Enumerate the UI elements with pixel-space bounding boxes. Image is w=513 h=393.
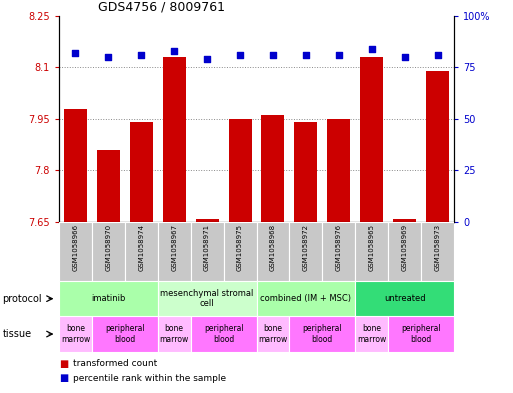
Text: ■: ■ — [59, 373, 68, 384]
Bar — [294, 122, 318, 222]
Point — [334, 52, 343, 58]
Bar — [224, 222, 256, 281]
Bar — [426, 71, 449, 222]
Bar — [355, 281, 454, 316]
Bar — [289, 222, 322, 281]
Bar — [64, 108, 87, 222]
Bar — [97, 150, 120, 222]
Text: bone
marrow: bone marrow — [61, 324, 90, 344]
Bar — [130, 122, 153, 222]
Text: combined (IM + MSC): combined (IM + MSC) — [261, 294, 351, 303]
Bar — [256, 222, 289, 281]
Bar — [388, 222, 421, 281]
Bar — [125, 222, 158, 281]
Bar — [59, 281, 158, 316]
Bar — [322, 222, 355, 281]
Point — [368, 46, 376, 52]
Bar — [92, 222, 125, 281]
Point — [170, 48, 179, 54]
Text: mesenchymal stromal
cell: mesenchymal stromal cell — [161, 289, 254, 309]
Bar — [158, 222, 191, 281]
Text: transformed count: transformed count — [73, 359, 157, 368]
Text: peripheral
blood: peripheral blood — [105, 324, 145, 344]
Point — [433, 52, 442, 58]
Text: GSM1058974: GSM1058974 — [139, 224, 144, 271]
Text: GSM1058970: GSM1058970 — [105, 224, 111, 271]
Point — [71, 50, 80, 56]
Text: GSM1058975: GSM1058975 — [237, 224, 243, 271]
Bar — [256, 281, 355, 316]
Point — [236, 52, 244, 58]
Text: GDS4756 / 8009761: GDS4756 / 8009761 — [98, 0, 226, 13]
Bar — [393, 219, 416, 222]
Bar — [163, 57, 186, 222]
Point — [302, 52, 310, 58]
Text: GSM1058976: GSM1058976 — [336, 224, 342, 271]
Bar — [92, 316, 158, 352]
Bar — [289, 316, 355, 352]
Text: GSM1058965: GSM1058965 — [369, 224, 374, 271]
Bar — [59, 222, 92, 281]
Point — [269, 52, 277, 58]
Text: GSM1058973: GSM1058973 — [435, 224, 441, 271]
Text: GSM1058968: GSM1058968 — [270, 224, 276, 271]
Point — [203, 56, 211, 62]
Text: bone
marrow: bone marrow — [357, 324, 386, 344]
Point — [401, 54, 409, 60]
Text: GSM1058972: GSM1058972 — [303, 224, 309, 271]
Bar — [195, 219, 219, 222]
Bar — [59, 316, 92, 352]
Bar — [191, 222, 224, 281]
Bar — [355, 316, 388, 352]
Text: GSM1058969: GSM1058969 — [402, 224, 408, 271]
Text: GSM1058966: GSM1058966 — [72, 224, 78, 271]
Bar — [360, 57, 383, 222]
Text: bone
marrow: bone marrow — [259, 324, 288, 344]
Bar — [388, 316, 454, 352]
Bar — [228, 119, 251, 222]
Text: GSM1058971: GSM1058971 — [204, 224, 210, 271]
Bar — [158, 316, 191, 352]
Text: protocol: protocol — [3, 294, 42, 304]
Text: ■: ■ — [59, 358, 68, 369]
Text: peripheral
blood: peripheral blood — [303, 324, 342, 344]
Bar — [262, 116, 285, 222]
Text: peripheral
blood: peripheral blood — [204, 324, 243, 344]
Text: untreated: untreated — [384, 294, 425, 303]
Text: bone
marrow: bone marrow — [160, 324, 189, 344]
Bar — [355, 222, 388, 281]
Point — [104, 54, 112, 60]
Bar — [191, 316, 256, 352]
Text: percentile rank within the sample: percentile rank within the sample — [73, 374, 226, 383]
Bar — [158, 281, 256, 316]
Bar — [421, 222, 454, 281]
Text: GSM1058967: GSM1058967 — [171, 224, 177, 271]
Text: peripheral
blood: peripheral blood — [401, 324, 441, 344]
Bar — [256, 316, 289, 352]
Text: imatinib: imatinib — [91, 294, 126, 303]
Bar — [327, 119, 350, 222]
Text: tissue: tissue — [3, 329, 32, 339]
Point — [137, 52, 145, 58]
